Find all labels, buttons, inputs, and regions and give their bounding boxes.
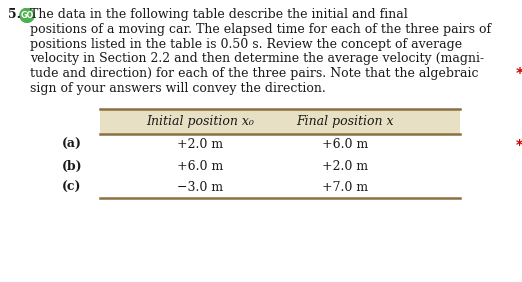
Text: (b): (b) xyxy=(62,160,82,173)
Text: +7.0 m: +7.0 m xyxy=(322,181,368,194)
Text: +2.0 m: +2.0 m xyxy=(322,160,368,173)
Text: (a): (a) xyxy=(62,138,82,151)
Text: tude and direction) for each of the three pairs. Note that the algebraic: tude and direction) for each of the thre… xyxy=(30,67,479,80)
Text: sign of your answers will convey the direction.: sign of your answers will convey the dir… xyxy=(30,82,326,95)
Text: +6.0 m: +6.0 m xyxy=(322,138,368,151)
Text: positions listed in the table is 0.50 s. Review the concept of average: positions listed in the table is 0.50 s.… xyxy=(30,38,462,50)
Circle shape xyxy=(20,8,34,23)
Text: GO: GO xyxy=(20,11,33,20)
Text: Initial position x₀: Initial position x₀ xyxy=(146,115,254,128)
Text: positions of a moving car. The elapsed time for each of the three pairs of: positions of a moving car. The elapsed t… xyxy=(30,23,491,36)
Text: The data in the following table describe the initial and final: The data in the following table describe… xyxy=(30,8,408,21)
Text: *: * xyxy=(516,67,522,82)
Text: +2.0 m: +2.0 m xyxy=(177,138,223,151)
Text: −3.0 m: −3.0 m xyxy=(177,181,223,194)
Text: +6.0 m: +6.0 m xyxy=(177,160,223,173)
Text: (c): (c) xyxy=(62,181,82,194)
Text: **: ** xyxy=(516,138,522,151)
Text: velocity in Section 2.2 and then determine the average velocity (magni-: velocity in Section 2.2 and then determi… xyxy=(30,52,484,65)
Text: Final position x: Final position x xyxy=(296,115,394,128)
Text: 5.: 5. xyxy=(8,8,21,21)
